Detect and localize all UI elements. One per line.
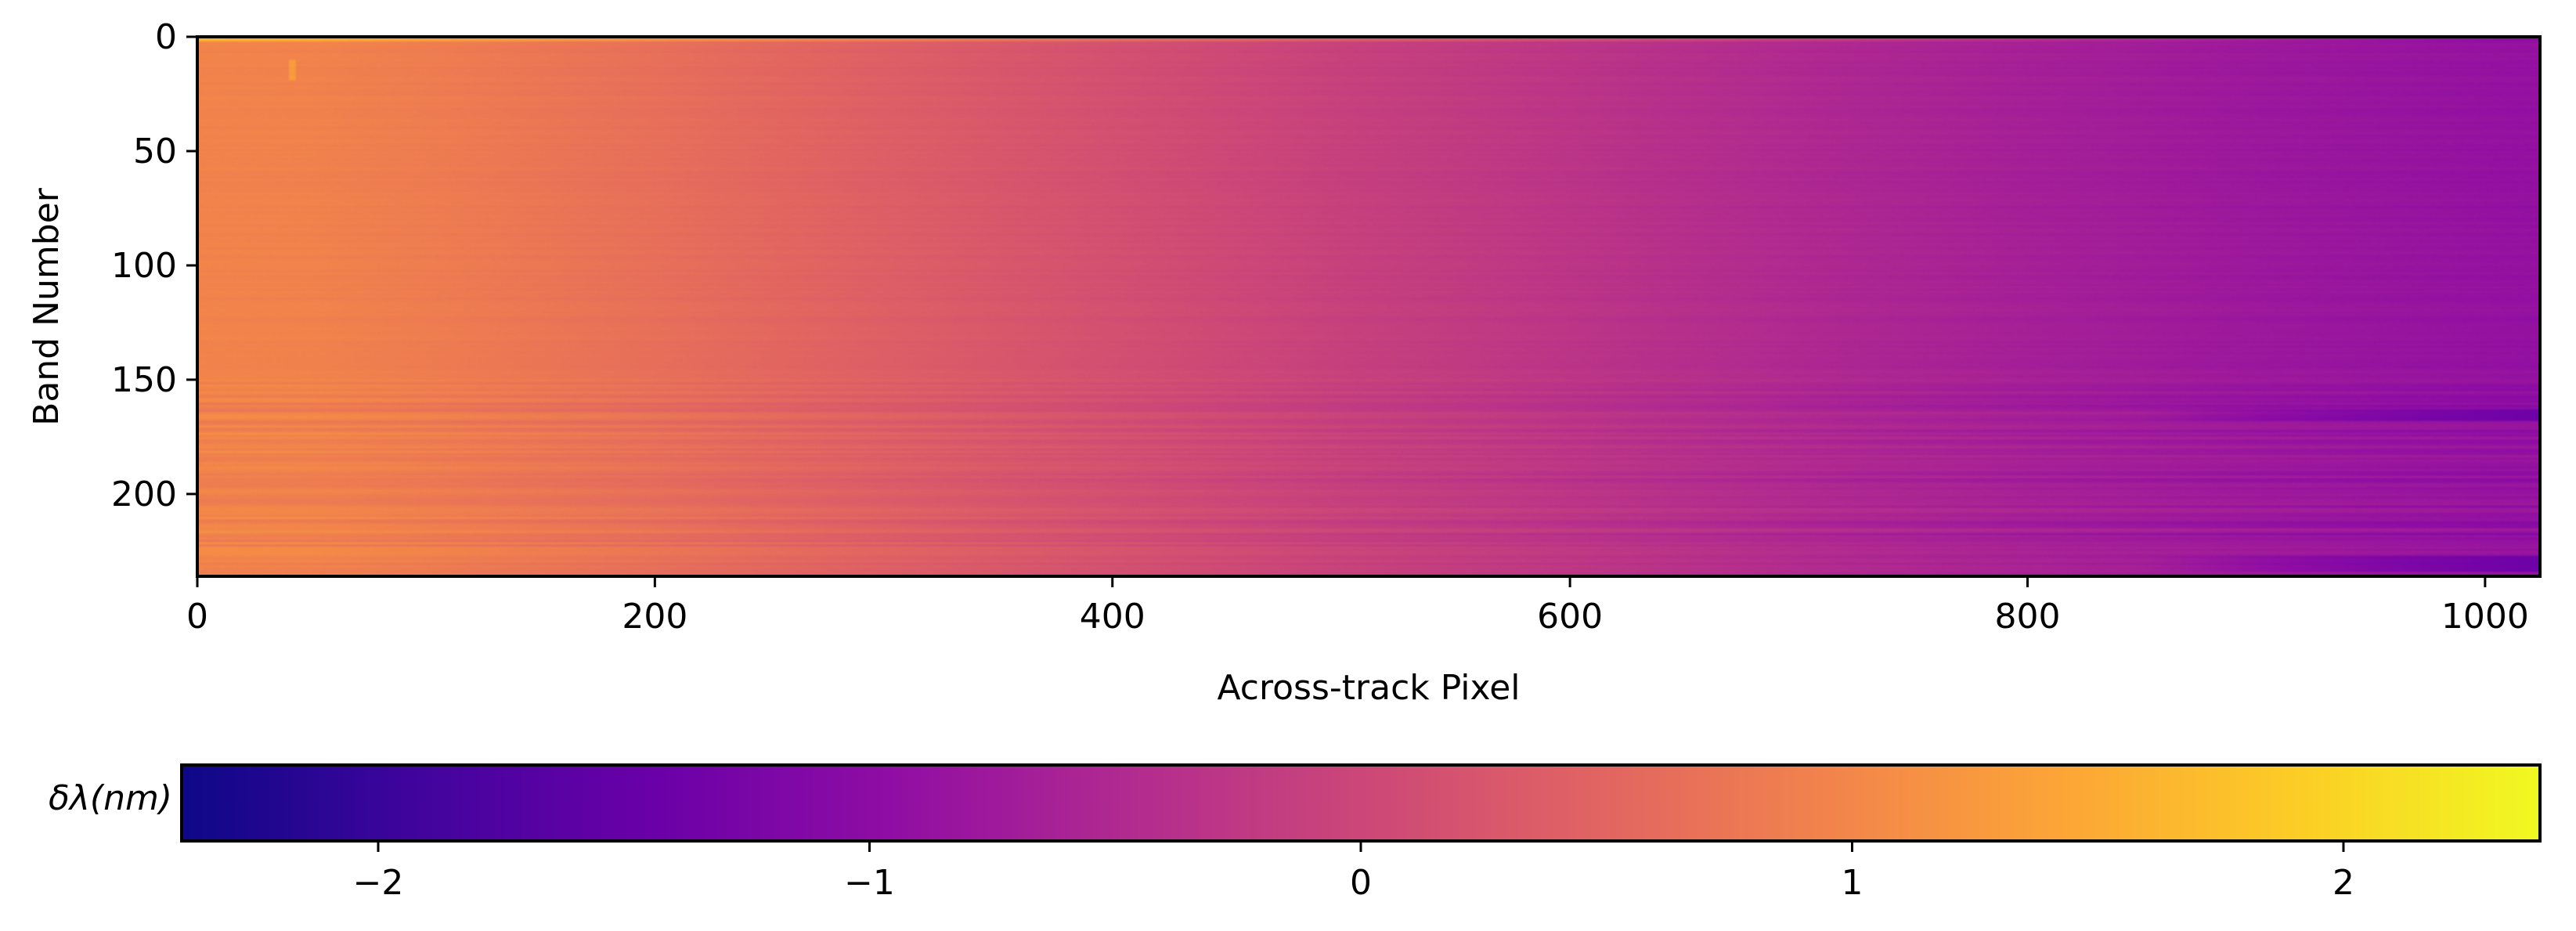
y-tick-label: 50 bbox=[133, 132, 177, 171]
x-tick-label: 1000 bbox=[2441, 597, 2529, 637]
colorbar-tick-label: 0 bbox=[1350, 863, 1372, 903]
x-axis-label: Across-track Pixel bbox=[1217, 668, 1520, 708]
colorbar-tick-label: 2 bbox=[2332, 863, 2354, 903]
y-tick-label: 150 bbox=[111, 360, 177, 400]
x-tick-label: 400 bbox=[1080, 597, 1145, 637]
colorbar-label: δλ(nm) bbox=[49, 778, 172, 818]
y-axis-label: Band Number bbox=[27, 187, 67, 426]
colorbar-gradient bbox=[182, 765, 2540, 841]
y-tick-label: 200 bbox=[111, 475, 177, 514]
y-tick-label: 0 bbox=[155, 17, 177, 57]
x-tick-label: 0 bbox=[186, 597, 208, 637]
y-axis: 0 50 100 150 200 bbox=[111, 17, 197, 514]
heatmap-canvas bbox=[197, 37, 2540, 576]
colorbar-axis: −2 −1 0 1 2 bbox=[353, 841, 2354, 903]
y-tick-label: 100 bbox=[111, 246, 177, 286]
x-tick-label: 200 bbox=[622, 597, 687, 637]
heatmap-frame bbox=[196, 35, 2542, 578]
x-axis: 0 200 400 600 800 1000 bbox=[186, 576, 2529, 637]
colorbar-tick-label: −2 bbox=[353, 863, 404, 903]
heatmap-image-wrapper bbox=[197, 37, 2540, 576]
colorbar: −2 −1 0 1 2 δλ(nm) bbox=[49, 763, 2542, 903]
x-tick-label: 600 bbox=[1537, 597, 1603, 637]
colorbar-tick-label: −1 bbox=[844, 863, 895, 903]
heatmap bbox=[196, 35, 2542, 578]
colorbar-tick-label: 1 bbox=[1842, 863, 1863, 903]
x-tick-label: 800 bbox=[1995, 597, 2061, 637]
